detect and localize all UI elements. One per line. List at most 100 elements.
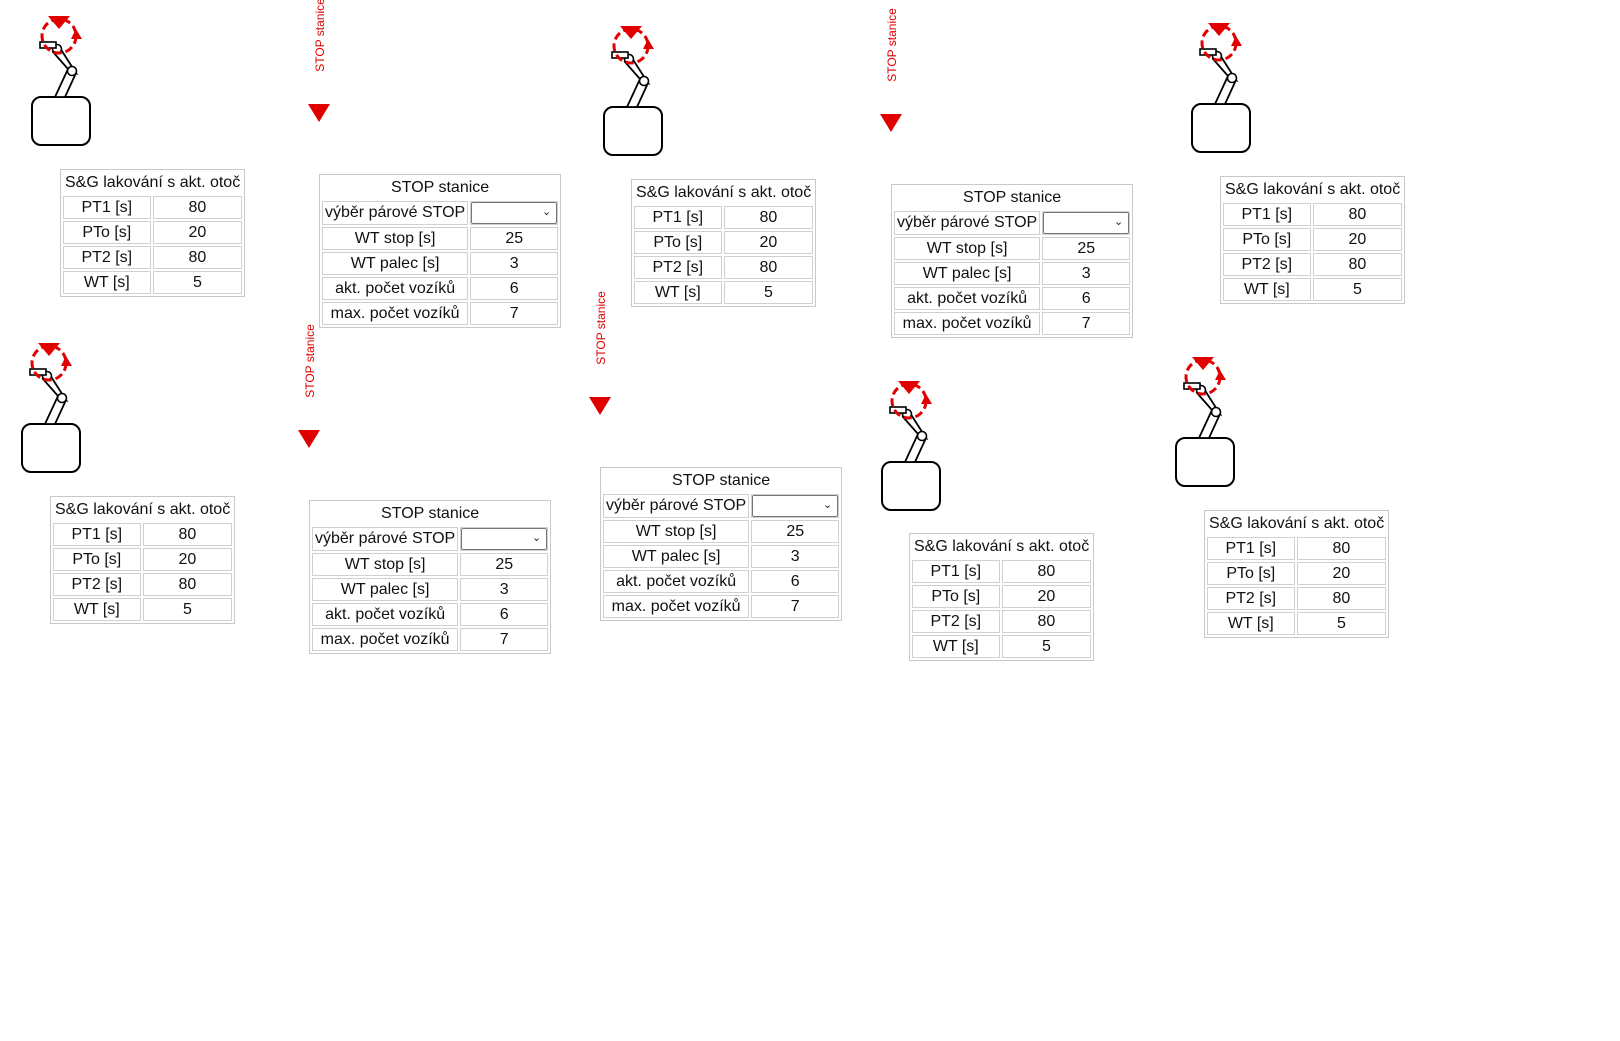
param-value[interactable]: 6 [460,603,549,626]
param-label: akt. počet vozíků [322,277,469,300]
param-value[interactable]: 80 [723,206,814,229]
param-value[interactable]: 25 [460,553,549,576]
param-value[interactable]: 5 [1312,278,1403,301]
stop-marker-label: STOP stanice [594,291,608,365]
param-label: akt. počet vozíků [603,570,750,593]
param-label: WT palec [s] [312,578,459,601]
param-value[interactable]: 6 [1042,287,1131,310]
param-value[interactable]: 20 [142,548,233,571]
pair-stop-label: výběr párové STOP [894,211,1041,235]
param-value[interactable]: 80 [723,256,814,279]
param-value[interactable]: 5 [152,271,243,294]
stop-params-table: STOP stanice výběr párové STOP ⌄ WT stop… [891,184,1134,338]
chevron-down-icon: ⌄ [532,532,542,544]
sg-params-table: S&G lakování s akt. otoč PT1 [s] 80 PTo [… [60,169,246,297]
param-value[interactable]: 5 [1296,612,1387,635]
sg-params-table: S&G lakování s akt. otoč PT1 [s] 80 PTo [… [1204,510,1390,638]
stop-station-marker[interactable]: STOP stanice [308,0,348,122]
param-value[interactable]: 5 [723,281,814,304]
param-value[interactable]: 80 [152,196,243,219]
param-value[interactable]: 7 [470,302,559,325]
param-label: PT2 [s] [634,256,722,279]
param-value[interactable]: 80 [1296,587,1387,610]
param-value[interactable]: 80 [1296,537,1387,560]
pair-stop-select-cell: ⌄ [470,201,559,225]
robot-arm-icon[interactable] [26,14,126,164]
param-value[interactable]: 20 [1001,585,1092,608]
param-value[interactable]: 25 [470,227,559,250]
param-value[interactable]: 20 [152,221,243,244]
sg-params-table: S&G lakování s akt. otoč PT1 [s] 80 PTo [… [50,496,236,624]
param-value[interactable]: 80 [1001,560,1092,583]
sg-table-title: S&G lakování s akt. otoč [55,501,231,518]
sg-table-title: S&G lakování s akt. otoč [636,184,812,201]
param-label: PTo [s] [1207,562,1295,585]
param-value[interactable]: 20 [1296,562,1387,585]
pair-stop-select[interactable]: ⌄ [461,528,548,550]
param-value[interactable]: 20 [723,231,814,254]
param-value[interactable]: 80 [142,573,233,596]
param-value[interactable]: 5 [1001,635,1092,658]
stop-station-marker[interactable]: STOP stanice [589,291,629,415]
param-value[interactable]: 25 [751,520,840,543]
stop-arrow-icon [880,114,902,132]
param-value[interactable]: 5 [142,598,233,621]
sg-table-title: S&G lakování s akt. otoč [1209,515,1385,532]
param-label: PT2 [s] [912,610,1000,633]
stop-station-marker[interactable]: STOP stanice [298,324,338,448]
param-value[interactable]: 7 [460,628,549,651]
param-label: akt. počet vozíků [312,603,459,626]
param-label: max. počet vozíků [603,595,750,618]
param-label: max. počet vozíků [312,628,459,651]
stop-table-title: STOP stanice [963,189,1062,206]
stop-marker-label: STOP stanice [313,0,327,72]
sg-params-table: S&G lakování s akt. otoč PT1 [s] 80 PTo [… [1220,176,1406,304]
param-label: PT1 [s] [1207,537,1295,560]
stop-arrow-icon [589,397,611,415]
param-value[interactable]: 80 [142,523,233,546]
robot-arm-icon[interactable] [1186,21,1286,171]
chevron-down-icon: ⌄ [542,206,552,218]
robot-arm-icon[interactable] [1170,355,1270,505]
param-label: PTo [s] [634,231,722,254]
param-value[interactable]: 3 [1042,262,1131,285]
stop-station-marker[interactable]: STOP stanice [880,8,920,132]
stop-table-title: STOP stanice [672,472,771,489]
param-label: PT1 [s] [53,523,141,546]
param-value[interactable]: 80 [1001,610,1092,633]
param-label: WT stop [s] [603,520,750,543]
stop-params-table: STOP stanice výběr párové STOP ⌄ WT stop… [600,467,843,621]
param-value[interactable]: 3 [751,545,840,568]
robot-arm-icon[interactable] [16,341,116,491]
param-value[interactable]: 80 [152,246,243,269]
pair-stop-select[interactable]: ⌄ [471,202,558,224]
sg-params-table: S&G lakování s akt. otoč PT1 [s] 80 PTo [… [631,179,817,307]
param-value[interactable]: 3 [460,578,549,601]
stop-marker-label: STOP stanice [885,8,899,82]
param-value[interactable]: 20 [1312,228,1403,251]
stop-arrow-icon [308,104,330,122]
param-label: WT [s] [634,281,722,304]
param-value[interactable]: 6 [751,570,840,593]
stop-marker-label: STOP stanice [303,324,317,398]
robot-arm-icon[interactable] [876,379,976,529]
param-label: WT [s] [1223,278,1311,301]
stop-params-table: STOP stanice výběr párové STOP ⌄ WT stop… [309,500,552,654]
param-label: PTo [s] [63,221,151,244]
param-label: WT stop [s] [322,227,469,250]
param-value[interactable]: 25 [1042,237,1131,260]
stop-params-table: STOP stanice výběr párové STOP ⌄ WT stop… [319,174,562,328]
param-label: WT stop [s] [312,553,459,576]
robot-arm-icon[interactable] [598,24,698,174]
param-value[interactable]: 80 [1312,203,1403,226]
param-value[interactable]: 7 [751,595,840,618]
param-label: WT [s] [1207,612,1295,635]
pair-stop-select[interactable]: ⌄ [1043,212,1130,234]
pair-stop-label: výběr párové STOP [603,494,750,518]
param-value[interactable]: 80 [1312,253,1403,276]
param-value[interactable]: 7 [1042,312,1131,335]
param-label: WT stop [s] [894,237,1041,260]
pair-stop-select[interactable]: ⌄ [752,495,839,517]
param-value[interactable]: 6 [470,277,559,300]
param-value[interactable]: 3 [470,252,559,275]
